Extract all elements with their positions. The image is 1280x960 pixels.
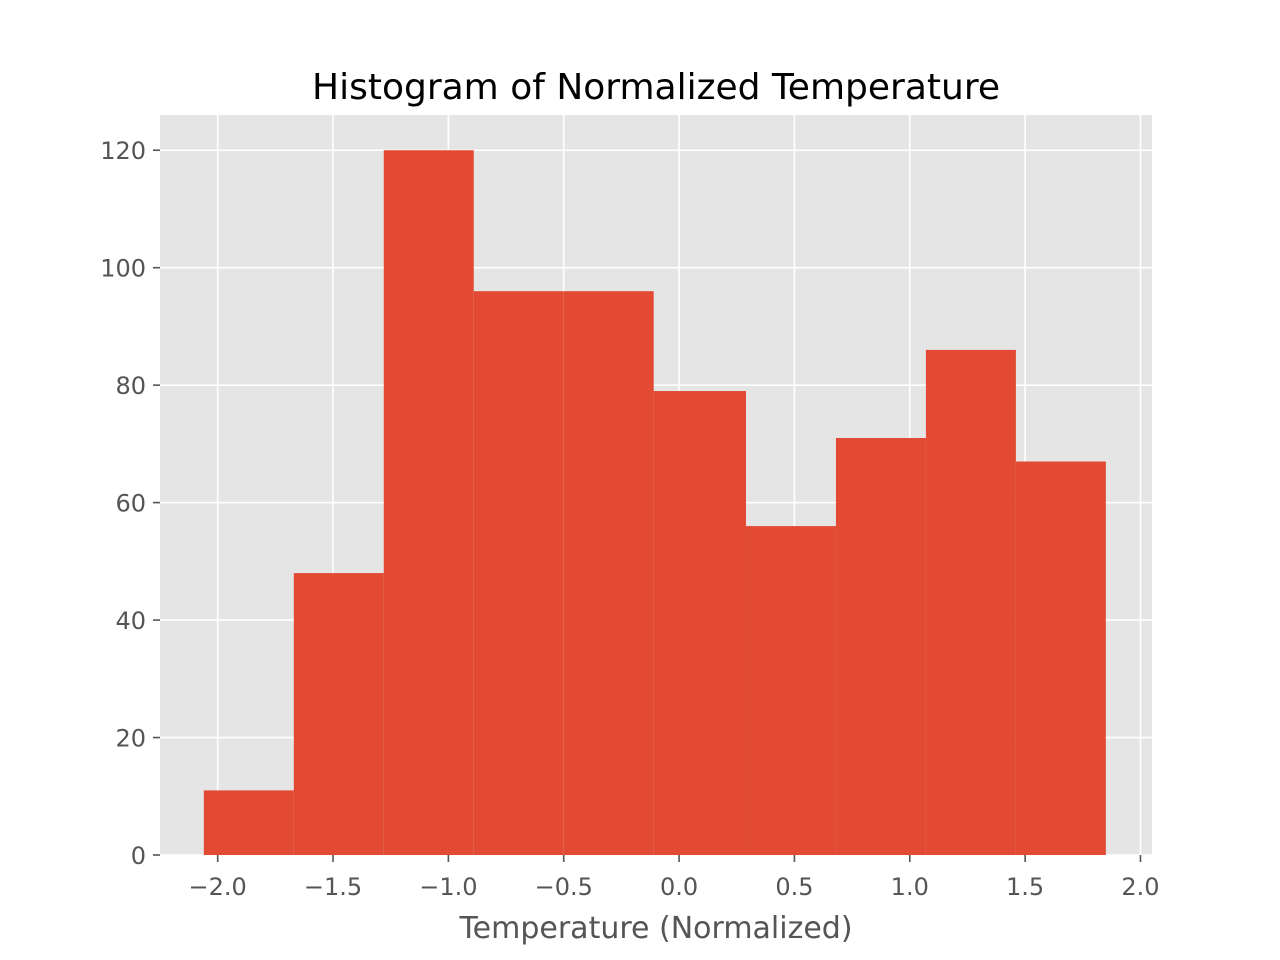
histogram-bar <box>925 349 1016 855</box>
x-tick-label: 0.0 <box>660 873 698 901</box>
y-tick-label: 120 <box>100 137 146 165</box>
histogram-bar <box>835 438 926 855</box>
axis-ticks: −2.0 −1.5 −1.0 −0.5 0.0 0.5 1.0 1.5 2.0 0 20 40 60 80… <box>100 137 1159 901</box>
x-tick-label: 2.0 <box>1121 873 1159 901</box>
histogram-bar <box>203 790 294 855</box>
x-tick-label: 1.5 <box>1006 873 1044 901</box>
y-tick-label: 100 <box>100 255 146 283</box>
histogram-bar <box>1015 461 1106 855</box>
y-tick-label: 80 <box>115 372 146 400</box>
chart-title: Histogram of Normalized Temperature <box>312 67 1000 108</box>
x-tick-label: −1.5 <box>304 873 362 901</box>
x-tick-label: 1.0 <box>891 873 929 901</box>
y-tick-label: 40 <box>115 607 146 635</box>
x-tick-label: −2.0 <box>189 873 247 901</box>
x-tick-label: 0.5 <box>775 873 813 901</box>
x-tick-label: −1.0 <box>419 873 477 901</box>
histogram-bar <box>563 291 654 855</box>
y-tick-label: 20 <box>115 725 146 753</box>
x-axis-label: Temperature (Normalized) <box>458 911 852 946</box>
histogram-bar <box>293 573 384 855</box>
histogram-bars <box>203 150 1106 855</box>
histogram-bar <box>473 291 564 855</box>
histogram-bar <box>383 150 474 855</box>
histogram-bar <box>653 391 746 855</box>
y-tick-label: 0 <box>131 842 146 870</box>
x-tick-label: −0.5 <box>535 873 593 901</box>
y-tick-label: 60 <box>115 490 146 518</box>
histogram-bar <box>745 526 836 855</box>
